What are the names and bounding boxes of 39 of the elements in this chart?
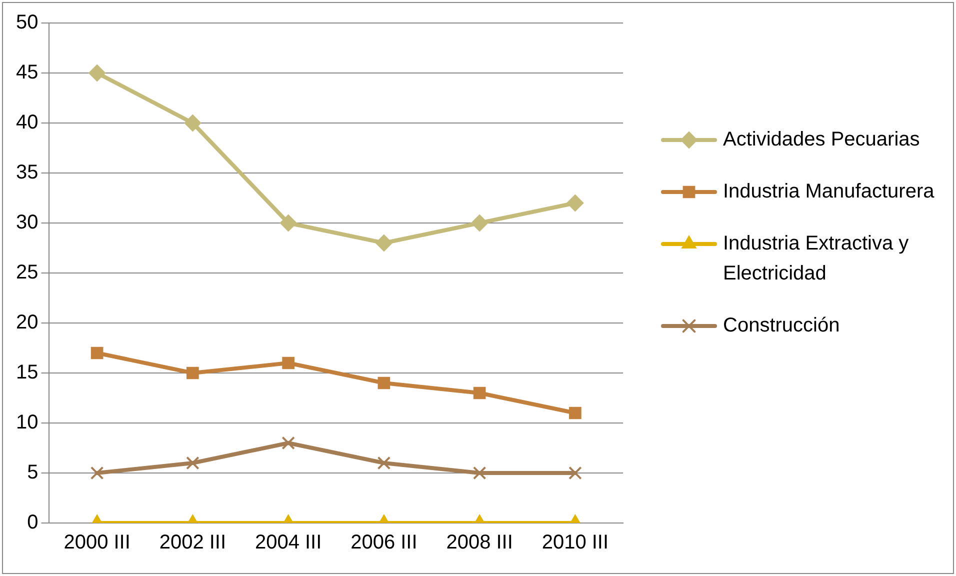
- point: [566, 194, 584, 212]
- point: [568, 466, 582, 480]
- point: [471, 214, 488, 232]
- y-tick-label: 40: [16, 112, 38, 134]
- point: [186, 366, 199, 380]
- legend-label: Construcción: [723, 314, 840, 337]
- y-tick-label: 5: [27, 462, 38, 484]
- legend-label: Industria Extractiva y Electricidad: [723, 232, 909, 285]
- x-tick-label: 2010 III: [542, 532, 609, 554]
- point: [569, 406, 582, 420]
- point: [88, 64, 106, 82]
- y-tick-label: 20: [16, 312, 38, 334]
- point: [186, 456, 200, 470]
- point: [473, 386, 486, 400]
- x-tick-label: 2004 III: [254, 532, 322, 554]
- legend-label: Industria Manufacturera: [723, 180, 936, 203]
- point: [377, 456, 391, 470]
- y-tick-label: 0: [27, 512, 38, 534]
- x-tick-label: 2000 III: [64, 532, 130, 554]
- y-tick-label: 25: [16, 262, 38, 284]
- point: [378, 376, 390, 390]
- x-tick-label: 2006 III: [350, 532, 418, 554]
- point: [90, 346, 104, 360]
- legend-label: Actividades Pecuarias: [723, 128, 920, 151]
- point: [472, 466, 486, 480]
- y-tick-label: 45: [16, 62, 38, 84]
- point: [375, 234, 392, 252]
- point: [280, 214, 297, 232]
- y-tick-label: 35: [16, 162, 38, 184]
- point: [282, 356, 294, 370]
- y-tick-label: 30: [16, 212, 38, 234]
- y-tick-label: 10: [16, 412, 38, 434]
- x-tick-label: 2002 III: [159, 532, 226, 554]
- point: [184, 114, 202, 132]
- point: [282, 436, 295, 450]
- x-tick-label: 2008 III: [446, 532, 513, 554]
- y-tick-label: 15: [16, 362, 38, 384]
- y-tick-label: 50: [16, 12, 38, 34]
- point: [90, 466, 104, 480]
